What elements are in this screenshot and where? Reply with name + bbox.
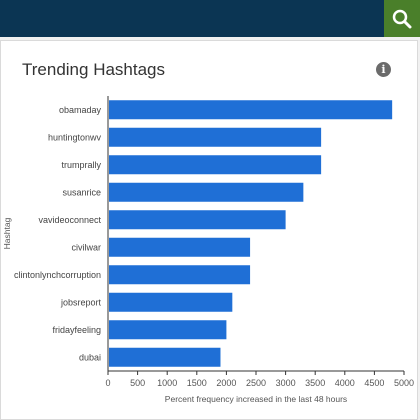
x-tick-label: 4500 — [364, 378, 384, 388]
category-label-obamaday: obamaday — [59, 105, 102, 115]
info-icon[interactable]: i — [376, 62, 391, 77]
category-label-vavideoconnect: vavideoconnect — [38, 215, 101, 225]
x-tick-label: 4000 — [335, 378, 355, 388]
bar-susanrice — [109, 182, 304, 202]
category-label-civilwar: civilwar — [71, 242, 101, 252]
top-header-bar — [0, 0, 420, 37]
x-tick-label: 1000 — [157, 378, 177, 388]
x-tick-label: 1500 — [187, 378, 207, 388]
y-axis-title: Hashtag — [2, 217, 12, 249]
category-label-fridayfeeling: fridayfeeling — [52, 325, 101, 335]
category-label-clintonlynchcorruption: clintonlynchcorruption — [14, 270, 101, 280]
category-label-jobsreport: jobsreport — [60, 297, 102, 307]
bar-clintonlynchcorruption — [109, 265, 251, 285]
bar-civilwar — [109, 237, 251, 257]
hashtag-bar-chart: obamaday huntingtonwv trumprally susanrice v… — [2, 96, 414, 404]
category-label-susanrice: susanrice — [62, 187, 101, 197]
x-tick-label: 5000 — [394, 378, 414, 388]
category-label-trumprally: trumprally — [61, 160, 101, 170]
x-tick-label: 0 — [105, 378, 110, 388]
x-axis-title: Percent frequency increased in the last … — [165, 394, 347, 404]
card-title: Trending Hashtags — [22, 60, 166, 79]
search-icon — [392, 9, 412, 28]
category-label-dubai: dubai — [79, 352, 101, 362]
x-tick-label: 2000 — [216, 378, 236, 388]
category-label-huntingtonwv: huntingtonwv — [48, 132, 102, 142]
search-button[interactable] — [384, 0, 420, 37]
bar-vavideoconnect — [109, 210, 286, 230]
bar-obamaday — [109, 100, 393, 120]
x-tick-label: 3000 — [276, 378, 296, 388]
bar-jobsreport — [109, 292, 233, 312]
x-tick-label: 2500 — [246, 378, 266, 388]
bar-fridayfeeling — [109, 320, 227, 340]
bar-dubai — [109, 347, 221, 367]
x-tick-label: 3500 — [305, 378, 325, 388]
x-tick-label: 500 — [130, 378, 145, 388]
bar-huntingtonwv — [109, 127, 322, 147]
bar-trumprally — [109, 155, 322, 175]
